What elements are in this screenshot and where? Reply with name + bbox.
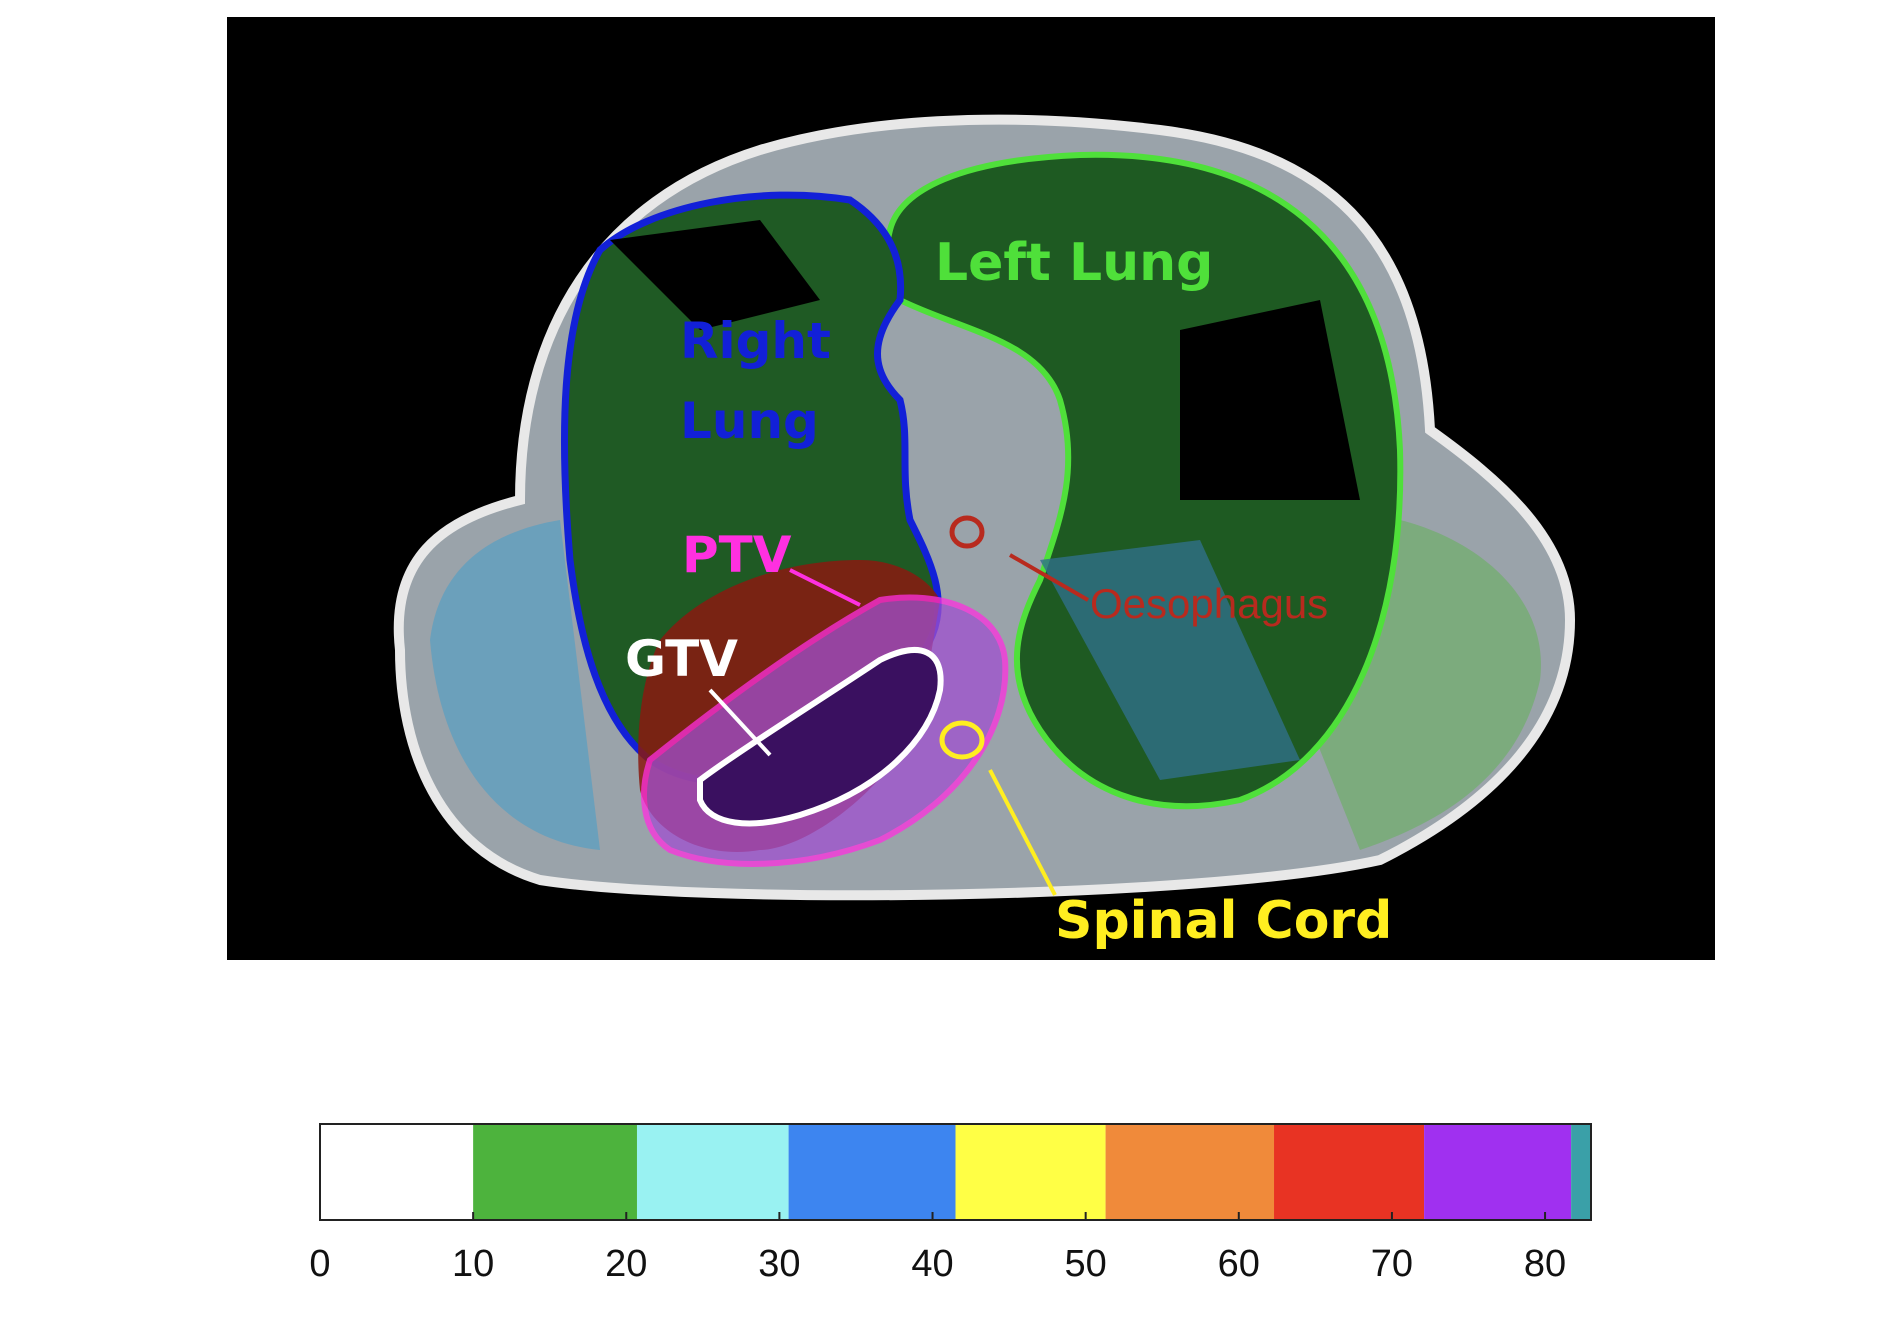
colorbar-band: [320, 1124, 474, 1220]
colorbar-frame: [319, 1123, 1592, 1221]
colorbar-band: [788, 1124, 956, 1220]
colorbar-tick-label: 0: [309, 1243, 330, 1285]
oesophagus-contour: [949, 515, 985, 549]
colorbar-tick-label: 40: [911, 1243, 953, 1285]
colorbar-tick-label: 60: [1218, 1243, 1260, 1285]
label: Left Lung: [935, 233, 1213, 293]
colorbar-tick-label: 50: [1065, 1243, 1107, 1285]
label: GTV: [625, 630, 738, 688]
colorbar-band: [1571, 1124, 1591, 1220]
label: Right: [680, 312, 831, 370]
colorbar-tick-label: 30: [758, 1243, 800, 1285]
colorbar-band: [955, 1124, 1106, 1220]
colorbar-band: [1424, 1124, 1572, 1220]
dose-wash: [1040, 540, 1300, 780]
colorbar-band: [1274, 1124, 1425, 1220]
colorbar-band: [473, 1124, 637, 1220]
oesophagus-arrow: [1009, 553, 1089, 602]
label: Lung: [680, 392, 819, 450]
gtv-contour: [697, 647, 944, 827]
label: PTV: [682, 526, 792, 584]
label: Oesophagus: [1090, 580, 1328, 627]
gtv-arrow: [708, 688, 772, 757]
colorbar-band: [1105, 1124, 1275, 1220]
colorbar-band: [636, 1124, 789, 1220]
ptv-arrow: [789, 568, 861, 607]
dose-wash: [430, 520, 600, 850]
spinal-cord-arrow: [988, 769, 1057, 896]
colorbar-tick-label: 80: [1524, 1243, 1566, 1285]
spinal-cord-contour: [939, 720, 985, 760]
colorbar-tick-label: 10: [452, 1243, 494, 1285]
colorbar-tick-label: 70: [1371, 1243, 1413, 1285]
low-dose-region: [1180, 300, 1360, 500]
colorbar-tick-label: 20: [605, 1243, 647, 1285]
low-dose-region: [610, 220, 820, 330]
label: Spinal Cord: [1055, 891, 1392, 951]
